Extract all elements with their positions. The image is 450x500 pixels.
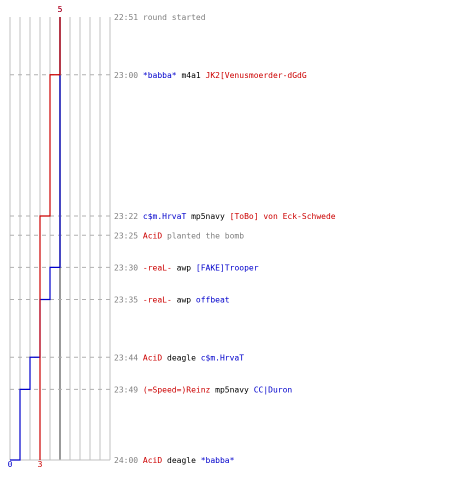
- event-text: *babba*: [201, 456, 235, 465]
- event-text: c$m.HrvaT: [201, 353, 245, 362]
- event-text: AciD: [138, 353, 162, 362]
- event-row: 23:00 *babba* m4a1 JK2[Venusmoerder-dGdG: [114, 71, 307, 80]
- event-text: offbeat: [196, 295, 230, 304]
- event-text: AciD: [138, 456, 162, 465]
- event-text: AciD: [138, 231, 162, 240]
- event-text: (=Speed=)Reinz: [138, 385, 210, 394]
- event-text: deagle: [162, 456, 201, 465]
- event-row: 24:00 AciD deagle *babba*: [114, 456, 235, 465]
- red-team-line: [39, 17, 61, 460]
- event-time: 24:00: [114, 456, 138, 465]
- team-lines: [10, 17, 61, 461]
- blue-start-score: 5: [58, 5, 63, 14]
- event-text: -reaL-: [138, 295, 172, 304]
- event-time: 23:25: [114, 231, 138, 240]
- event-row: 23:49 (=Speed=)Reinz mp5navy CC|Duron: [114, 385, 292, 394]
- event-text: planted the bomb: [162, 231, 244, 240]
- event-time: 23:49: [114, 385, 138, 394]
- event-time: 22:51: [114, 13, 138, 22]
- event-text: JK2[Venusmoerder-dGdG: [206, 71, 307, 80]
- blue-team-line: [10, 17, 61, 461]
- event-time: 23:35: [114, 295, 138, 304]
- event-text: mp5navy: [210, 385, 253, 394]
- event-row: 22:51 round started: [114, 13, 206, 22]
- red-end-score: 3: [38, 460, 43, 469]
- blue-end-score: 0: [8, 460, 13, 469]
- event-text: [FAKE]Trooper: [196, 263, 259, 272]
- event-row: 23:22 c$m.HrvaT mp5navy [ToBo] von Eck-S…: [114, 212, 336, 221]
- event-text: awp: [172, 263, 196, 272]
- event-row: 23:44 AciD deagle c$m.HrvaT: [114, 353, 244, 362]
- red-start-score: 5: [58, 5, 63, 14]
- event-row: 23:25 AciD planted the bomb: [114, 231, 244, 240]
- event-time: 23:00: [114, 71, 138, 80]
- event-text: CC|Duron: [254, 385, 293, 394]
- event-text: awp: [172, 295, 196, 304]
- event-time: 23:30: [114, 263, 138, 272]
- event-row: 23:35 -reaL- awp offbeat: [114, 295, 230, 304]
- score-labels: 5 5 0 3: [8, 5, 63, 469]
- event-text: deagle: [162, 353, 201, 362]
- event-time: 23:44: [114, 353, 138, 362]
- event-text: [ToBo] von Eck-Schwede: [230, 212, 336, 221]
- event-text: *babba*: [138, 71, 177, 80]
- event-row: 23:30 -reaL- awp [FAKE]Trooper: [114, 263, 259, 272]
- event-text: round started: [138, 13, 206, 22]
- event-text: m4a1: [177, 71, 206, 80]
- event-text: c$m.HrvaT: [138, 212, 186, 221]
- event-text: -reaL-: [138, 263, 172, 272]
- event-time: 23:22: [114, 212, 138, 221]
- event-log: 22:51 round started 23:00 *babba* m4a1 JK…: [114, 13, 336, 465]
- event-text: mp5navy: [186, 212, 229, 221]
